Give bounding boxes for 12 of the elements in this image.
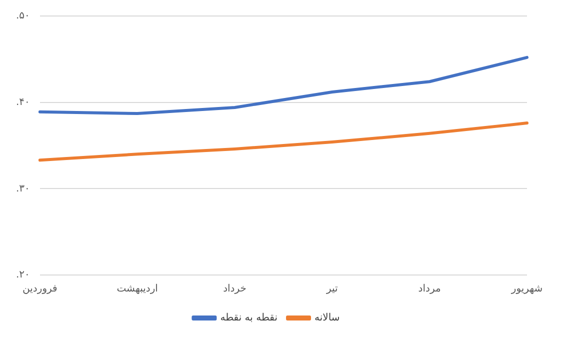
y-tick-label: .۴۰ xyxy=(16,96,30,108)
x-tick-label: مرداد xyxy=(418,284,441,295)
x-tick-label: خرداد xyxy=(223,284,246,295)
legend-label: نقطه به نقطه xyxy=(220,312,278,324)
x-tick-label: فروردین xyxy=(22,284,58,295)
y-tick-label: .۵۰ xyxy=(16,10,30,22)
legend-label: سالانه xyxy=(314,312,340,324)
x-tick-label: اردیبهشت xyxy=(116,284,158,295)
y-tick-label: .۲۰ xyxy=(16,270,30,281)
y-tick-label: .۳۰ xyxy=(16,183,30,194)
x-tick-label: تیر xyxy=(326,284,338,295)
x-tick-label: شهریور xyxy=(510,284,543,295)
